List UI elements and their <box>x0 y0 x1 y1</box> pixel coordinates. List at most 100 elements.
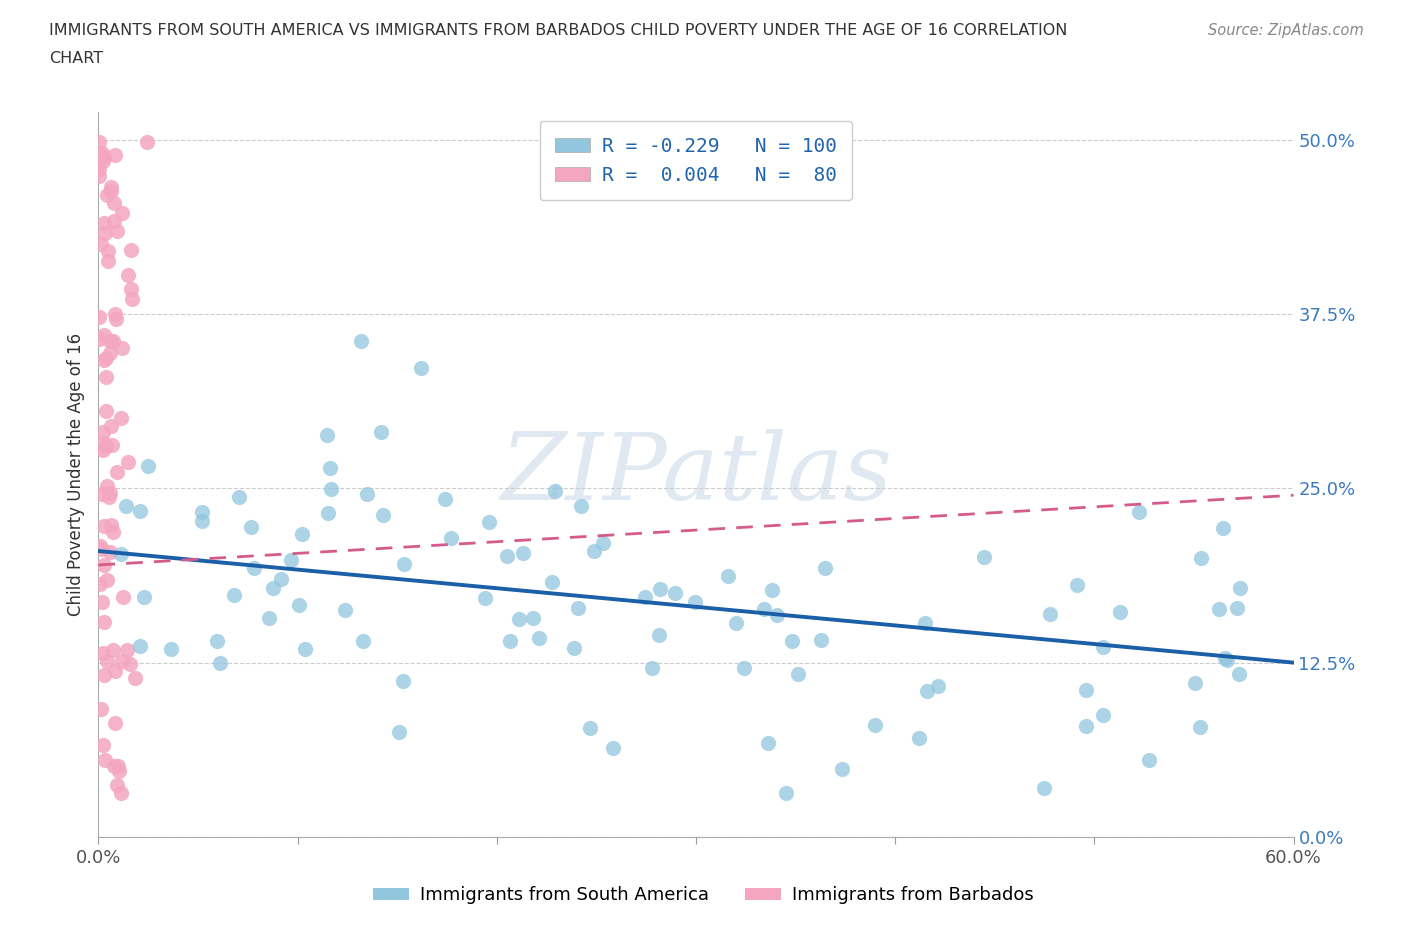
Point <box>239 519 262 534</box>
Point <box>786 666 808 681</box>
Point <box>356 486 378 501</box>
Point <box>352 633 374 648</box>
Point <box>1225 601 1247 616</box>
Point <box>93 557 115 572</box>
Point <box>107 759 129 774</box>
Point <box>1189 551 1212 565</box>
Point <box>96 350 118 365</box>
Point <box>569 498 592 513</box>
Point <box>94 404 117 418</box>
Point <box>908 730 931 745</box>
Point <box>257 611 280 626</box>
Point <box>93 435 115 450</box>
Point <box>863 717 886 732</box>
Point <box>91 443 114 458</box>
Point <box>917 684 939 698</box>
Point <box>93 615 115 630</box>
Point <box>228 490 250 505</box>
Point <box>93 519 115 534</box>
Point <box>733 660 755 675</box>
Point <box>1212 521 1234 536</box>
Point <box>191 513 214 528</box>
Point <box>602 740 624 755</box>
Point <box>1066 578 1088 592</box>
Point <box>96 653 118 668</box>
Point <box>96 369 118 384</box>
Legend: R = -0.229   N = 100, R =  0.004   N =  80: R = -0.229 N = 100, R = 0.004 N = 80 <box>540 121 852 200</box>
Point <box>758 736 780 751</box>
Point <box>683 594 706 609</box>
Point <box>434 491 457 506</box>
Point <box>527 631 550 645</box>
Point <box>117 267 139 282</box>
Point <box>648 627 671 642</box>
Point <box>641 660 664 675</box>
Point <box>650 581 672 596</box>
Point <box>98 485 121 500</box>
Text: Source: ZipAtlas.com: Source: ZipAtlas.com <box>1208 23 1364 38</box>
Point <box>110 411 132 426</box>
Point <box>111 654 134 669</box>
Point <box>103 195 125 210</box>
Point <box>93 668 115 683</box>
Point <box>775 786 797 801</box>
Point <box>104 307 127 322</box>
Point <box>562 641 585 656</box>
Point <box>112 590 135 604</box>
Point <box>1229 580 1251 595</box>
Point <box>914 616 936 631</box>
Point <box>91 645 114 660</box>
Point <box>117 455 139 470</box>
Point <box>1208 602 1230 617</box>
Point <box>101 643 124 658</box>
Point <box>474 591 496 605</box>
Point <box>89 169 111 184</box>
Point <box>90 486 112 501</box>
Point <box>110 547 132 562</box>
Point <box>1128 504 1150 519</box>
Point <box>191 504 214 519</box>
Point <box>93 216 115 231</box>
Point <box>103 759 125 774</box>
Point <box>89 331 111 346</box>
Point <box>104 663 127 678</box>
Point <box>291 526 314 541</box>
Point <box>370 425 392 440</box>
Point <box>579 721 602 736</box>
Point <box>582 543 605 558</box>
Point <box>89 162 111 177</box>
Legend: Immigrants from South America, Immigrants from Barbados: Immigrants from South America, Immigrant… <box>366 879 1040 911</box>
Point <box>294 642 316 657</box>
Point <box>89 135 111 150</box>
Point <box>98 544 121 559</box>
Point <box>120 282 142 297</box>
Point <box>96 479 118 494</box>
Point <box>103 333 125 348</box>
Point <box>761 582 783 597</box>
Point <box>319 460 342 475</box>
Point <box>91 542 114 557</box>
Point <box>634 590 657 604</box>
Point <box>1189 720 1212 735</box>
Point <box>392 674 415 689</box>
Point <box>100 179 122 194</box>
Point <box>105 465 128 480</box>
Point <box>98 489 121 504</box>
Point <box>93 327 115 342</box>
Point <box>124 671 146 685</box>
Point <box>477 514 499 529</box>
Point <box>115 498 138 513</box>
Point <box>973 550 995 565</box>
Point <box>89 538 111 553</box>
Point <box>100 437 122 452</box>
Point <box>544 483 567 498</box>
Point <box>496 549 519 564</box>
Point <box>927 678 949 693</box>
Point <box>159 641 181 656</box>
Point <box>89 577 111 591</box>
Point <box>287 597 309 612</box>
Point <box>205 633 228 648</box>
Point <box>96 439 118 454</box>
Point <box>1038 606 1060 621</box>
Point <box>224 588 246 603</box>
